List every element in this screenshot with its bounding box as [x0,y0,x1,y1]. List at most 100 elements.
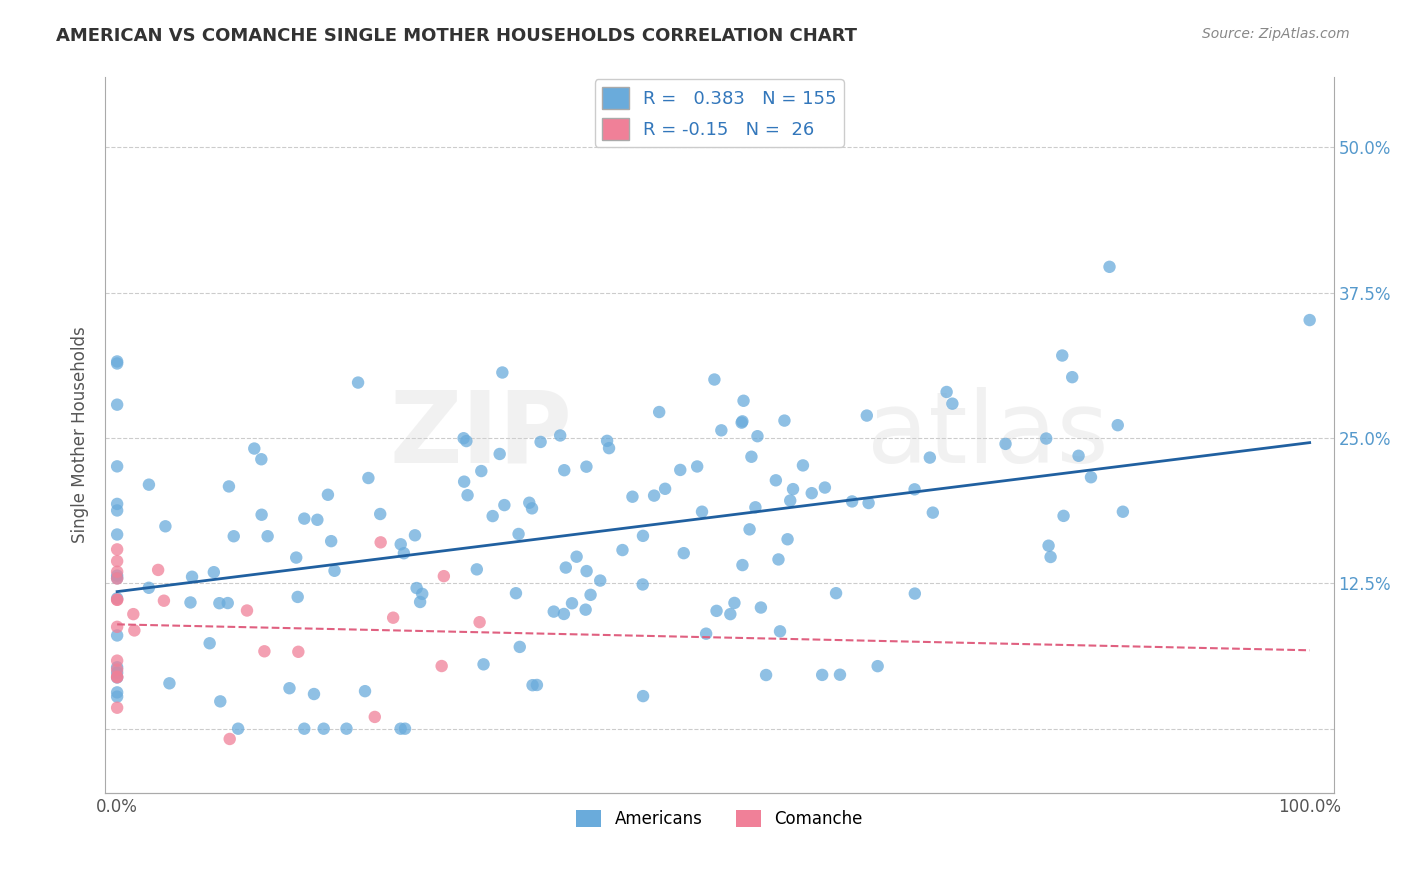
Point [1107,418,1129,433]
Point [575,602,598,616]
Point [392,546,415,560]
Point [389,722,412,736]
Point [800,486,823,500]
Point [643,489,665,503]
Point [921,506,943,520]
Point [222,529,245,543]
Point [250,452,273,467]
Point [198,636,221,650]
Point [457,488,479,502]
Point [481,509,503,524]
Point [411,587,433,601]
Point [253,644,276,658]
Point [323,564,346,578]
Point [312,722,335,736]
Point [814,481,837,495]
Point [589,574,612,588]
Point [105,542,128,557]
Point [292,722,315,736]
Point [529,434,551,449]
Point [159,676,181,690]
Point [654,482,676,496]
Point [256,529,278,543]
Point [105,497,128,511]
Point [520,501,543,516]
Point [465,562,488,576]
Point [828,667,851,681]
Point [368,507,391,521]
Point [105,572,128,586]
Point [335,722,357,736]
Point [631,577,654,591]
Point [935,384,957,399]
Point [316,488,339,502]
Point [226,722,249,736]
Point [733,393,755,408]
Point [1038,539,1060,553]
Point [287,590,309,604]
Point [468,615,491,629]
Point [1052,349,1074,363]
Point [903,483,925,497]
Point [740,450,762,464]
Point [181,570,204,584]
Point [811,668,834,682]
Point [488,447,510,461]
Point [718,607,741,621]
Point [731,414,754,428]
Point [494,498,516,512]
Point [526,678,548,692]
Point [706,604,728,618]
Point [749,600,772,615]
Point [209,694,232,708]
Point [747,429,769,443]
Point [404,528,426,542]
Point [405,581,427,595]
Point [731,558,754,572]
Point [1098,260,1121,274]
Point [105,554,128,568]
Point [690,505,713,519]
Point [710,423,733,437]
Point [354,684,377,698]
Point [579,588,602,602]
Point [825,586,848,600]
Point [292,511,315,525]
Point [105,665,128,680]
Point [672,546,695,560]
Point [105,628,128,642]
Point [1112,505,1135,519]
Point [394,722,416,736]
Text: AMERICAN VS COMANCHE SINGLE MOTHER HOUSEHOLDS CORRELATION CHART: AMERICAN VS COMANCHE SINGLE MOTHER HOUSE… [56,27,858,45]
Point [1035,432,1057,446]
Point [1067,449,1090,463]
Point [105,527,128,541]
Point [1039,549,1062,564]
Point [744,500,766,515]
Point [841,494,863,508]
Point [1298,313,1320,327]
Point [105,591,128,606]
Point [866,659,889,673]
Point [508,527,530,541]
Point [105,503,128,517]
Point [307,513,329,527]
Point [548,428,571,442]
Point [433,569,456,583]
Point [347,376,370,390]
Point [1080,470,1102,484]
Point [250,508,273,522]
Point [755,668,778,682]
Point [612,543,634,558]
Point [208,596,231,610]
Point [765,473,787,487]
Point [453,475,475,489]
Point [409,595,432,609]
Point [105,565,128,579]
Point [505,586,527,600]
Point [776,533,799,547]
Point [302,687,325,701]
Point [389,537,412,551]
Point [430,659,453,673]
Point [621,490,644,504]
